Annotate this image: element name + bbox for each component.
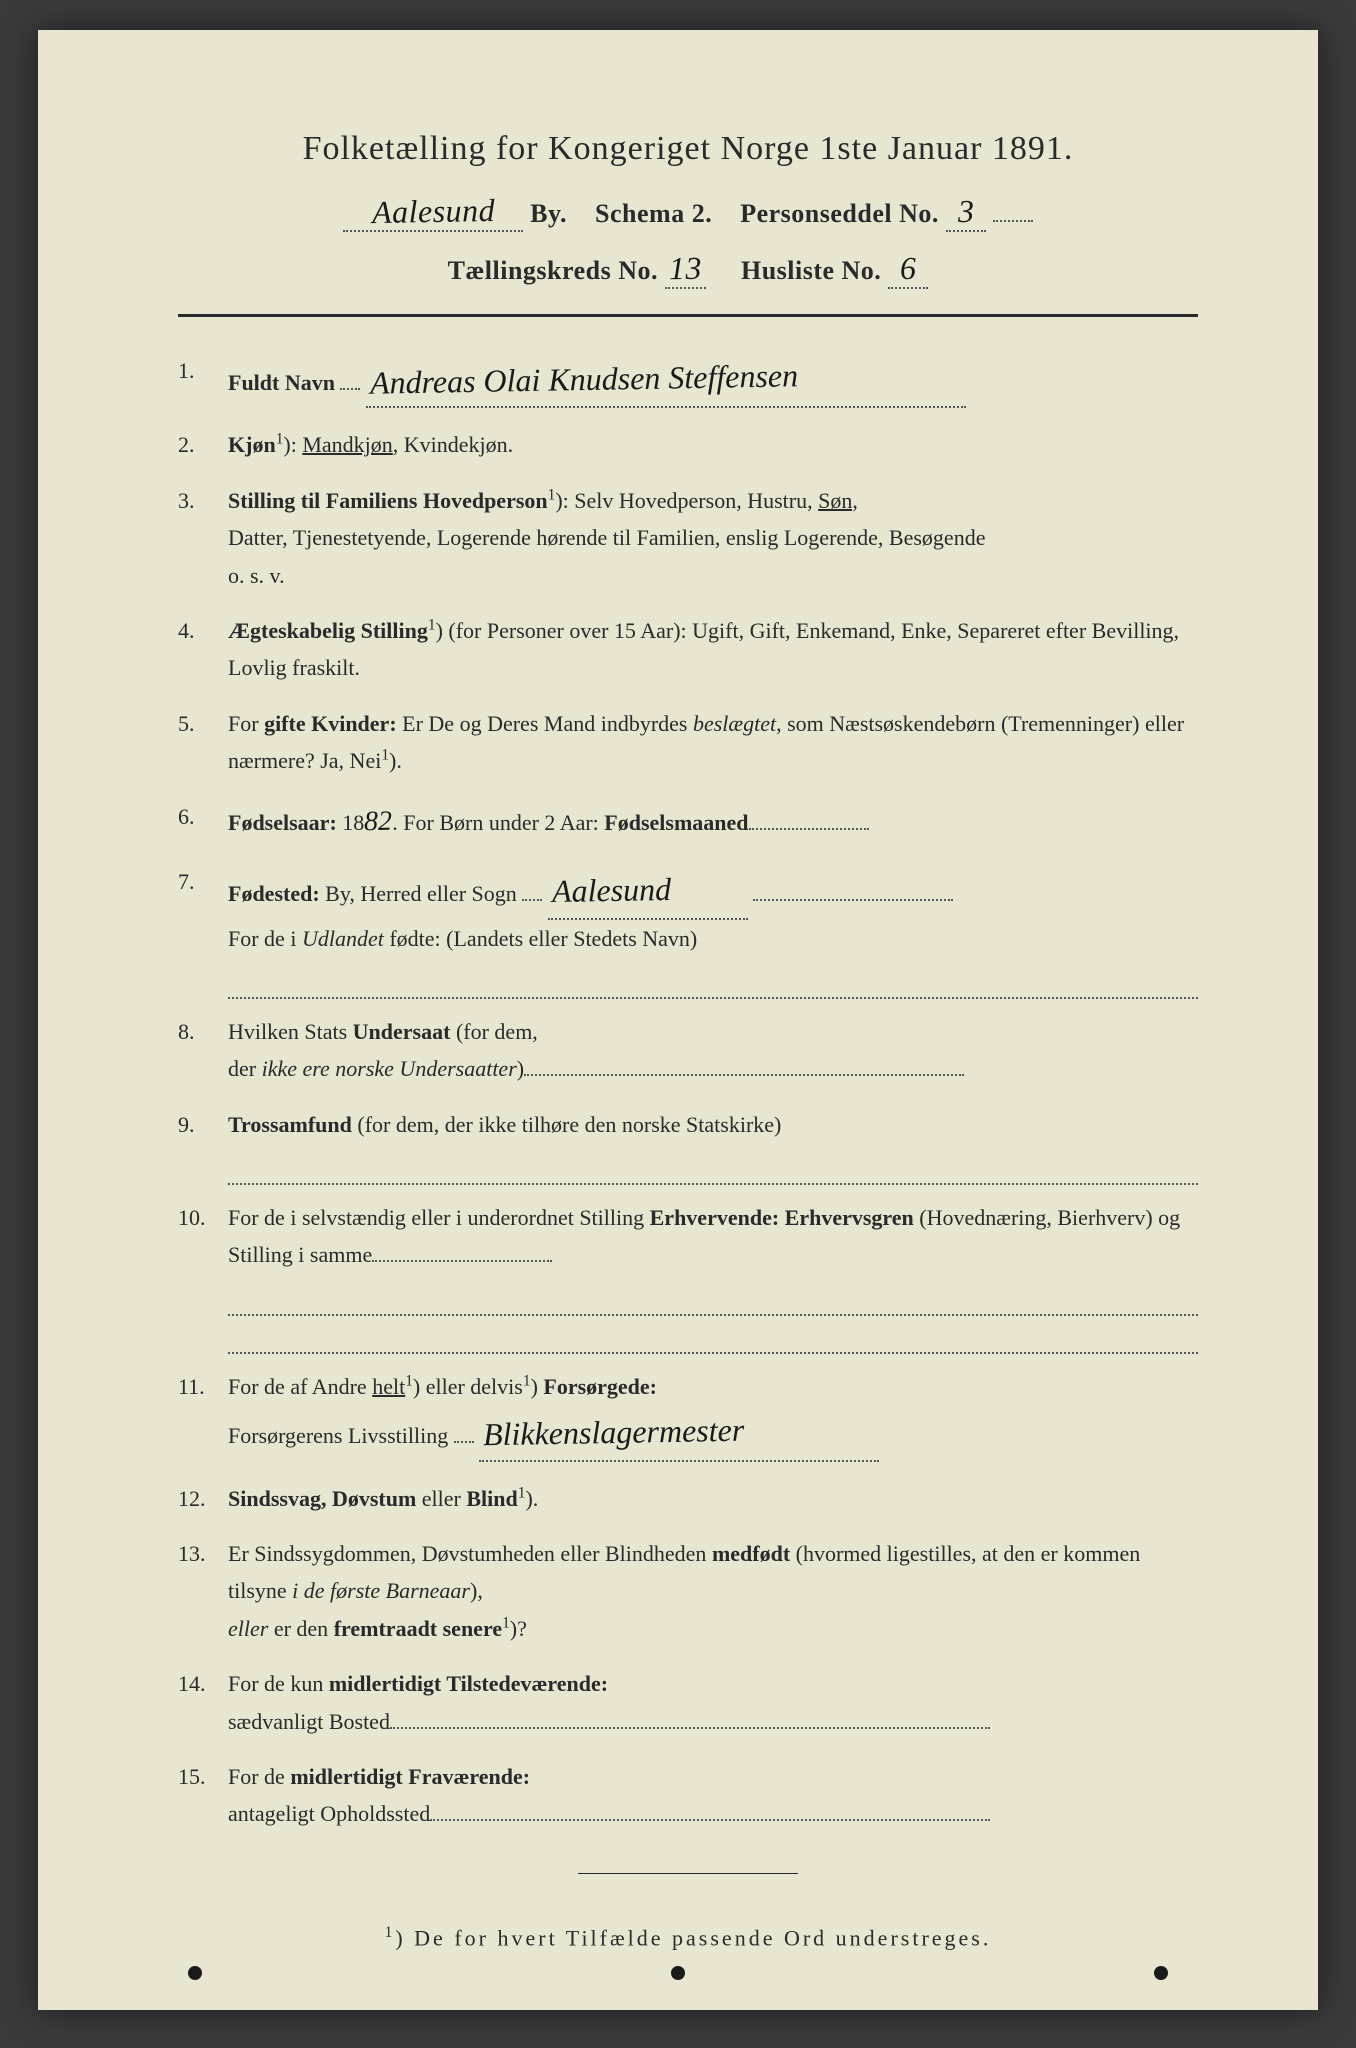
item-10-blank1 [228, 1292, 1198, 1316]
item-15: 15. For de midlertidigt Fraværende: anta… [178, 1758, 1198, 1833]
husliste-no: 6 [900, 250, 917, 287]
item-10: 10. For de i selvstændig eller i underor… [178, 1199, 1198, 1274]
item-1-label: Fuldt Navn [228, 370, 335, 395]
schema-label: Schema 2. [595, 199, 712, 228]
subtitle-row-2: Tællingskreds No. 13 Husliste No. 6 [178, 250, 1198, 289]
personseddel-no: 3 [957, 193, 974, 230]
item-10-blank2 [228, 1330, 1198, 1354]
item-14: 14. For de kun midlertidigt Tilstedevære… [178, 1665, 1198, 1740]
by-label: By. [530, 199, 567, 228]
husliste-label: Husliste No. [741, 256, 881, 285]
form-header: Folketælling for Kongeriget Norge 1ste J… [178, 130, 1198, 289]
full-name-value: Andreas Olai Knudsen Steffensen [370, 348, 799, 410]
mandkjon: Mandkjøn [302, 432, 392, 457]
punch-hole-icon [1154, 1966, 1168, 1980]
census-form-page: Folketælling for Kongeriget Norge 1ste J… [38, 30, 1318, 2010]
item-7-blank [228, 975, 1198, 999]
item-4: 4. Ægteskabelig Stilling1) (for Personer… [178, 612, 1198, 687]
provider-occupation: Blikkenslagermester [483, 1403, 745, 1462]
tallingskreds-label: Tællingskreds No. [448, 256, 658, 285]
city-value: Aalesund [371, 192, 495, 231]
birthplace-value: Aalesund [551, 862, 671, 918]
item-13: 13. Er Sindssygdommen, Døvstumheden elle… [178, 1535, 1198, 1647]
punch-hole-icon [188, 1966, 202, 1980]
item-12: 12. Sindssvag, Døvstum eller Blind1). [178, 1480, 1198, 1517]
item-5: 5. For gifte Kvinder: Er De og Deres Man… [178, 705, 1198, 780]
item-6: 6. Fødselsaar: 1882. For Børn under 2 Aa… [178, 798, 1198, 846]
son-underlined: Søn, [818, 488, 858, 513]
personseddel-label: Personseddel No. [740, 199, 939, 228]
tallingskreds-no: 13 [669, 250, 703, 288]
item-1: 1. Fuldt Navn Andreas Olai Knudsen Steff… [178, 352, 1198, 408]
item-7: 7. Fødested: By, Herred eller Sogn Aales… [178, 863, 1198, 957]
item-8: 8. Hvilken Stats Undersaat (for dem, der… [178, 1013, 1198, 1088]
main-title: Folketælling for Kongeriget Norge 1ste J… [178, 130, 1198, 168]
item-2: 2. Kjøn1): Mandkjøn, Kvindekjøn. [178, 426, 1198, 463]
item-11: 11. For de af Andre helt1) eller delvis1… [178, 1368, 1198, 1462]
subtitle-row-1: Aalesund By. Schema 2. Personseddel No. … [178, 193, 1198, 232]
item-9: 9. Trossamfund (for dem, der ikke tilhør… [178, 1106, 1198, 1143]
footnote-divider [578, 1873, 798, 1874]
punch-hole-icon [671, 1966, 685, 1980]
birth-year: 82 [364, 797, 393, 845]
header-divider [178, 314, 1198, 317]
item-3: 3. Stilling til Familiens Hovedperson1):… [178, 482, 1198, 594]
footnote: 1) De for hvert Tilfælde passende Ord un… [178, 1924, 1198, 1951]
item-9-blank [228, 1161, 1198, 1185]
